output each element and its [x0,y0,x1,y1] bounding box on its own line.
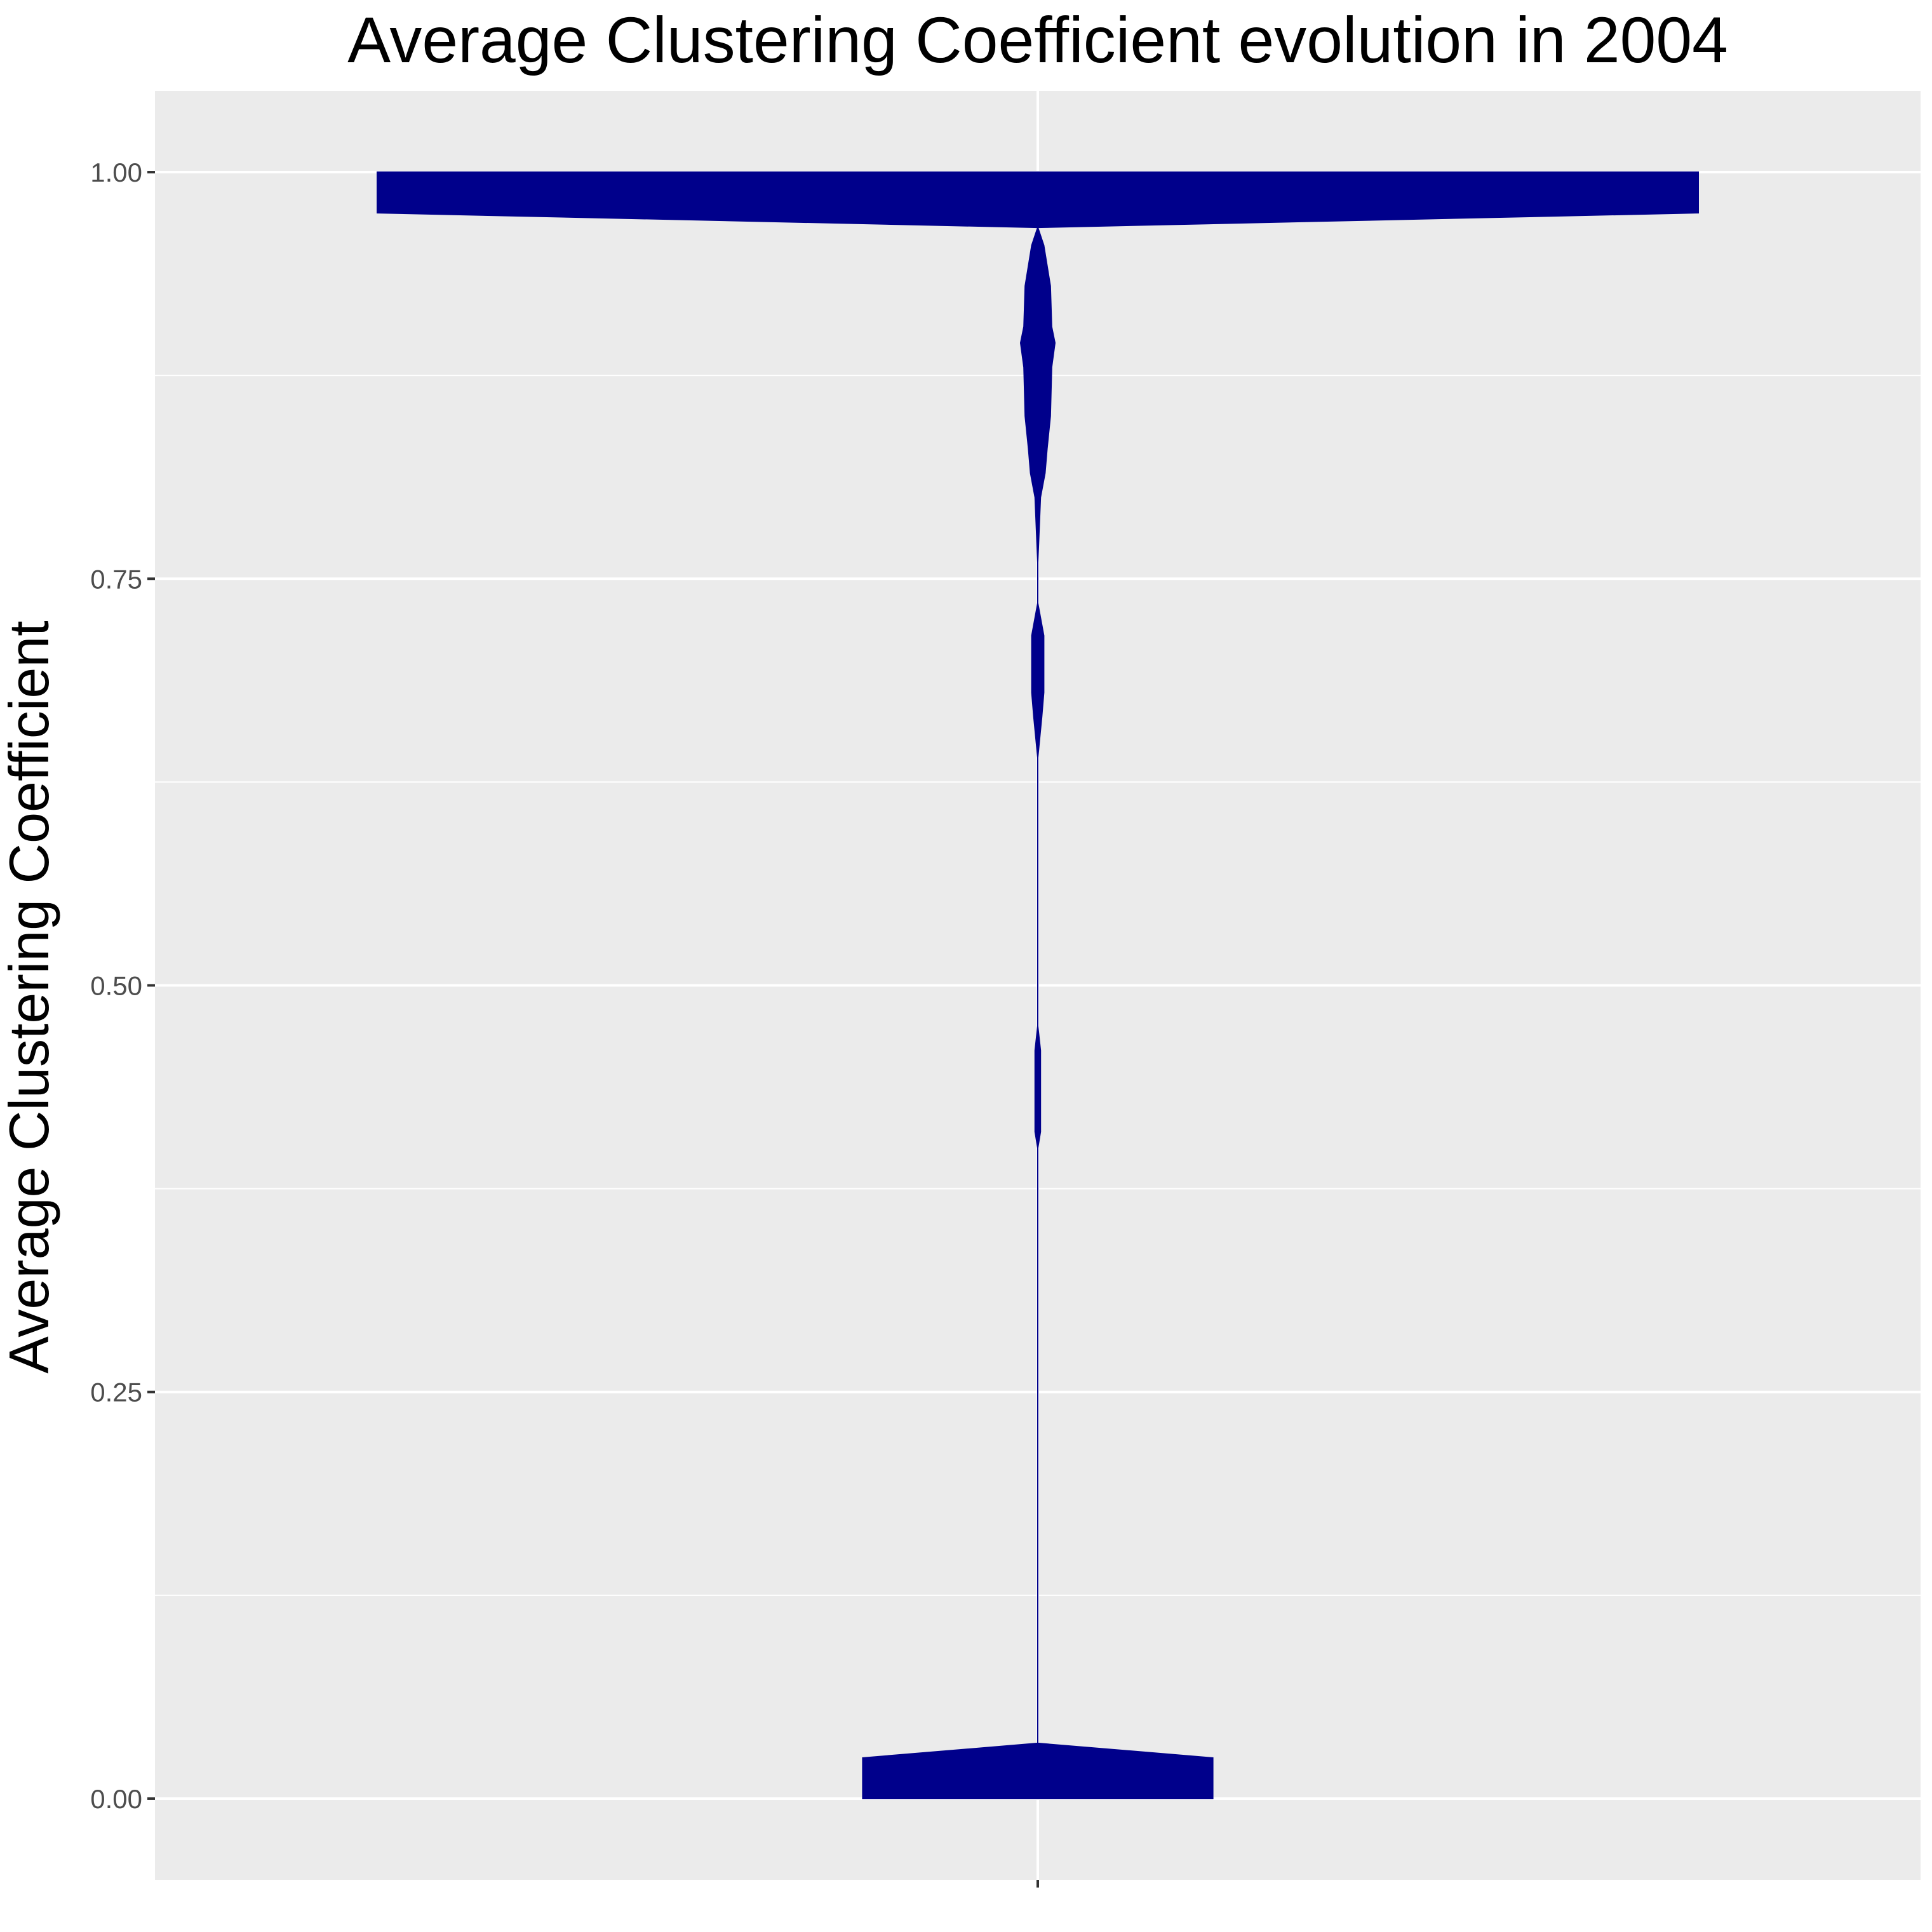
violin-shape [377,171,1699,1799]
chart-title: Average Clustering Coefficient evolution… [347,4,1728,76]
y-tick-label: 1.00 [90,158,142,187]
y-axis-label: Average Clustering Coefficient [0,621,60,1373]
y-axis: 0.00 0.25 0.50 0.75 1.00 [90,158,1039,1888]
y-tick-label: 0.75 [90,564,142,594]
y-tick-label: 0.00 [90,1784,142,1814]
y-tick-label: 0.25 [90,1378,142,1407]
plot-panel [155,91,1921,1880]
y-tick-label: 0.50 [90,971,142,1001]
